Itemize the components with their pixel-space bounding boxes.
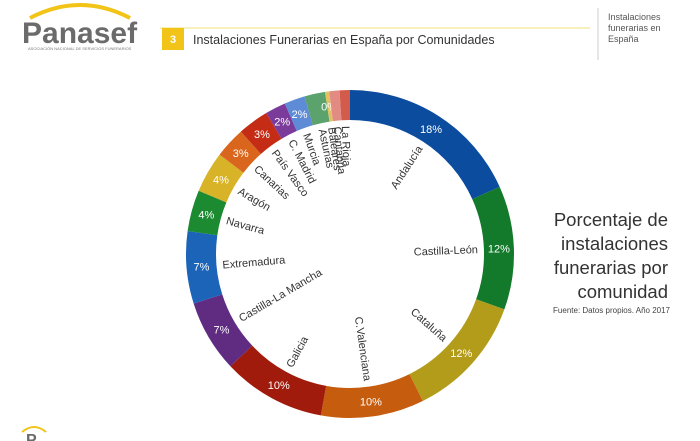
donut-segment: [284, 96, 313, 132]
section-number: 3: [170, 34, 176, 46]
logo-arc: [29, 3, 131, 20]
donut-segment: [350, 90, 500, 200]
donut-segment: [329, 90, 342, 122]
donut-segment: [409, 299, 505, 401]
category-label: Castilla-La Mancha: [237, 266, 325, 324]
value-label: 12%: [488, 243, 510, 255]
number-box: [162, 28, 184, 50]
value-label: 3%: [254, 129, 270, 141]
category-label: Cataluña: [408, 306, 450, 345]
donut-segment: [266, 103, 297, 139]
donut-segment: [304, 91, 330, 126]
donut-segment: [185, 231, 223, 304]
donut-segment: [219, 131, 261, 173]
value-label: 2%: [274, 116, 290, 128]
header-title: Instalaciones Funerarias en España por C…: [193, 33, 495, 47]
donut-segment: [193, 294, 253, 367]
value-label: 10%: [360, 397, 382, 409]
footer-logo-arc: [21, 426, 47, 433]
logo-subtitle: ASOCIACIÓN NACIONAL DE SERVICIOS FUNERAR…: [28, 46, 132, 51]
donut-segment: [339, 90, 350, 121]
category-label: Navarra: [225, 215, 267, 237]
category-label: Andalucía: [389, 143, 426, 191]
value-label: 10%: [268, 380, 290, 392]
donut-segment: [198, 154, 244, 203]
chart-source: Fuente: Datos propios. Año 2017: [553, 306, 670, 315]
value-label: 12%: [450, 348, 472, 360]
donut-segment: [187, 190, 227, 236]
value-label: 4%: [213, 175, 229, 187]
chart-title: Porcentaje de instalaciones funerarias p…: [553, 209, 668, 302]
donut-segment: [324, 91, 333, 122]
category-label: Cantabria: [331, 126, 348, 176]
logo: Panasef: [22, 17, 138, 50]
footer-logo: P: [26, 432, 37, 441]
category-label: La Rioja: [339, 126, 352, 168]
value-label: 3%: [233, 148, 249, 160]
donut-segment: [472, 186, 514, 310]
category-label: Aragón: [236, 186, 273, 214]
donut-segment: [230, 345, 327, 416]
category-label: Extremadura: [222, 254, 287, 271]
donut-segment: [320, 374, 423, 418]
donut-segment: [240, 113, 282, 154]
sidebar-label: Instalaciones funerarias en España: [608, 12, 661, 44]
category-label: Galicia: [284, 334, 311, 370]
value-label: 7%: [213, 324, 229, 336]
category-label: C.Valenciana: [352, 316, 373, 383]
category-label: Castilla-León: [414, 244, 479, 258]
value-label: 18%: [420, 124, 442, 136]
value-label: 2%: [292, 109, 308, 121]
value-label: 4%: [198, 210, 214, 222]
value-label: 7%: [194, 261, 210, 273]
